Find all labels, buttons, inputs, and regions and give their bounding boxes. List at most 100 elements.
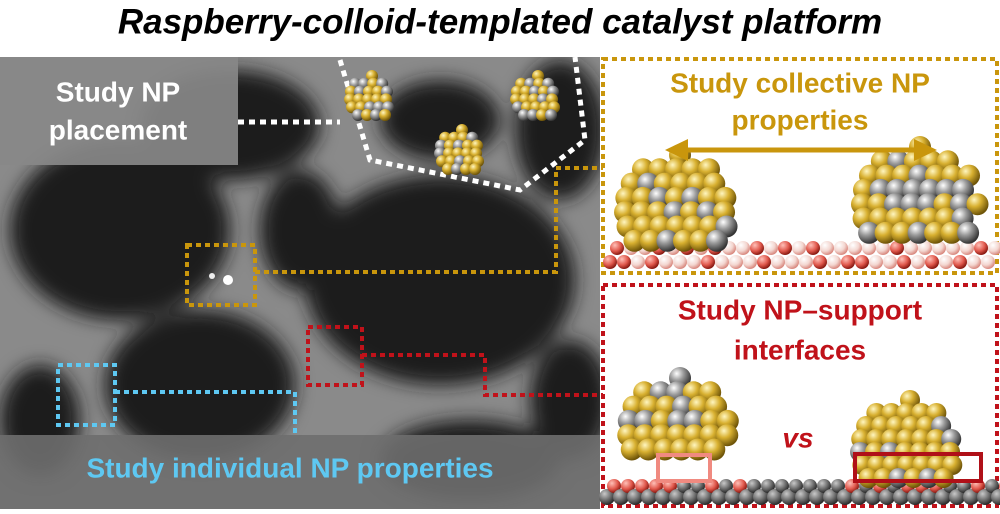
atom [981,255,995,269]
atom [711,489,727,505]
atom [876,241,890,255]
atom [613,489,629,505]
highlight-box [656,453,712,483]
atom [848,241,862,255]
atom [753,489,769,505]
atom [750,241,764,255]
atom [623,229,646,252]
atom [940,221,963,244]
atom [823,489,839,505]
atom [862,241,876,255]
atom [361,109,374,121]
atom [851,489,867,505]
atom [883,255,897,269]
atom [924,221,947,244]
atom [655,489,671,505]
atom [637,438,660,461]
atom [729,255,743,269]
atom [890,241,904,255]
atom [869,255,883,269]
atom [627,489,643,505]
atom [778,241,792,255]
atom [803,479,817,493]
atom [837,489,853,505]
atom [799,255,813,269]
atom [703,438,726,461]
atom [949,489,965,505]
nanoparticle-art [344,70,1000,505]
atom [631,255,645,269]
atom [379,109,392,121]
atom [705,229,728,252]
atom [795,489,811,505]
atom [739,489,755,505]
atom [858,221,881,244]
atom [966,193,989,216]
collective-label-line: properties [732,104,869,135]
interfaces-label-line: interfaces [734,334,866,365]
atom [527,109,540,121]
atom [370,109,383,121]
atom [451,163,464,175]
atom [963,489,979,505]
atom [946,241,960,255]
placement-label-line: placement [49,114,188,145]
atom [518,109,531,121]
atom [736,241,750,255]
atom [865,489,881,505]
atom [656,229,679,252]
atom [879,489,895,505]
atom [775,479,789,493]
atom [874,221,897,244]
atom [620,438,643,461]
atom [935,489,951,505]
atom [967,255,981,269]
atom [442,163,455,175]
atom [827,255,841,269]
atom [789,479,803,493]
atom [747,479,761,493]
atom [460,163,473,175]
atom [641,489,657,505]
atom [891,221,914,244]
atom [806,241,820,255]
atom [991,489,1000,505]
atom [921,489,937,505]
atom [645,255,659,269]
atom [761,479,775,493]
atom [809,489,825,505]
atom [719,479,733,493]
highlight-box [853,452,983,483]
atom [469,163,482,175]
atom [781,489,797,505]
atom [689,229,712,252]
atom [855,255,869,269]
atom [603,255,617,269]
atom [988,241,1000,255]
vs-label: vs [782,422,813,453]
atom [607,479,621,493]
atom [925,255,939,269]
atom [716,424,739,447]
individual-label: Study individual NP properties [86,452,493,483]
interfaces-label-line: Study NP–support [678,294,922,325]
atom [621,479,635,493]
atom [907,489,923,505]
atom [669,489,685,505]
atom [672,229,695,252]
atom [893,489,909,505]
atom [536,109,549,121]
atom [918,241,932,255]
atom [933,468,954,488]
atom [953,255,967,269]
atom [813,255,827,269]
atom [911,255,925,269]
atom [834,241,848,255]
atom [697,489,713,505]
atom [639,229,662,252]
atom [897,255,911,269]
atom [960,241,974,255]
atom [659,255,673,269]
atom [985,479,999,493]
placement-label-line: Study NP [56,76,180,107]
